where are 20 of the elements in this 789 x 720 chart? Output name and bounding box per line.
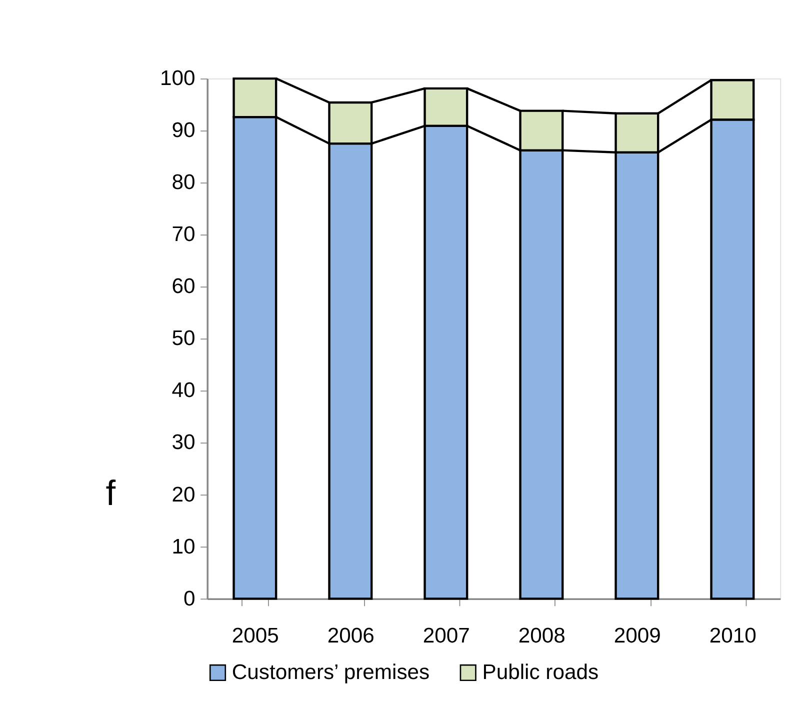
y-tick-label: 90 [172, 119, 196, 142]
x-tick-label: 2006 [327, 624, 374, 648]
x-tick-label: 2009 [614, 624, 661, 648]
x-tick-label: 2010 [709, 624, 756, 648]
x-tick-label: 2005 [232, 624, 279, 648]
x-tick-label: 2007 [422, 624, 470, 648]
text: f [106, 474, 116, 514]
legend-label: Customers’ premises [232, 660, 430, 684]
y-tick-label: 30 [172, 431, 196, 454]
y-tick-label: 20 [172, 483, 196, 506]
y-tick-label: 10 [172, 535, 196, 558]
y-tick-label: 50 [172, 327, 196, 350]
y-tick-label: 40 [172, 379, 196, 402]
legend-label: Public roads [482, 660, 599, 684]
x-tick-label: 2008 [518, 624, 566, 648]
y-tick-label: 70 [172, 223, 196, 246]
y-tick-label: 100 [160, 67, 196, 90]
y-tick-label: 0 [184, 587, 196, 610]
y-tick-label: 60 [172, 275, 196, 298]
y-tick-label: 80 [172, 171, 196, 194]
